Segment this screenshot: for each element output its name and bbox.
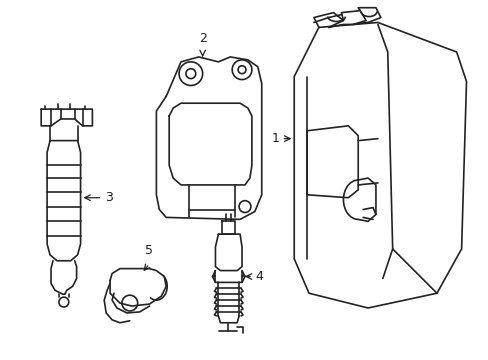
Text: 4: 4 <box>255 270 263 283</box>
Text: 1: 1 <box>271 132 279 145</box>
Text: 3: 3 <box>105 191 113 204</box>
Text: 5: 5 <box>145 244 153 257</box>
Text: 2: 2 <box>198 32 206 45</box>
